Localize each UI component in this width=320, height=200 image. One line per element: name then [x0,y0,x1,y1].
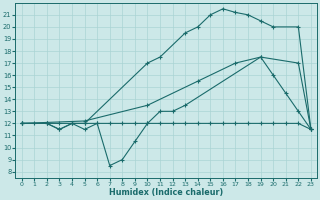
X-axis label: Humidex (Indice chaleur): Humidex (Indice chaleur) [109,188,223,197]
